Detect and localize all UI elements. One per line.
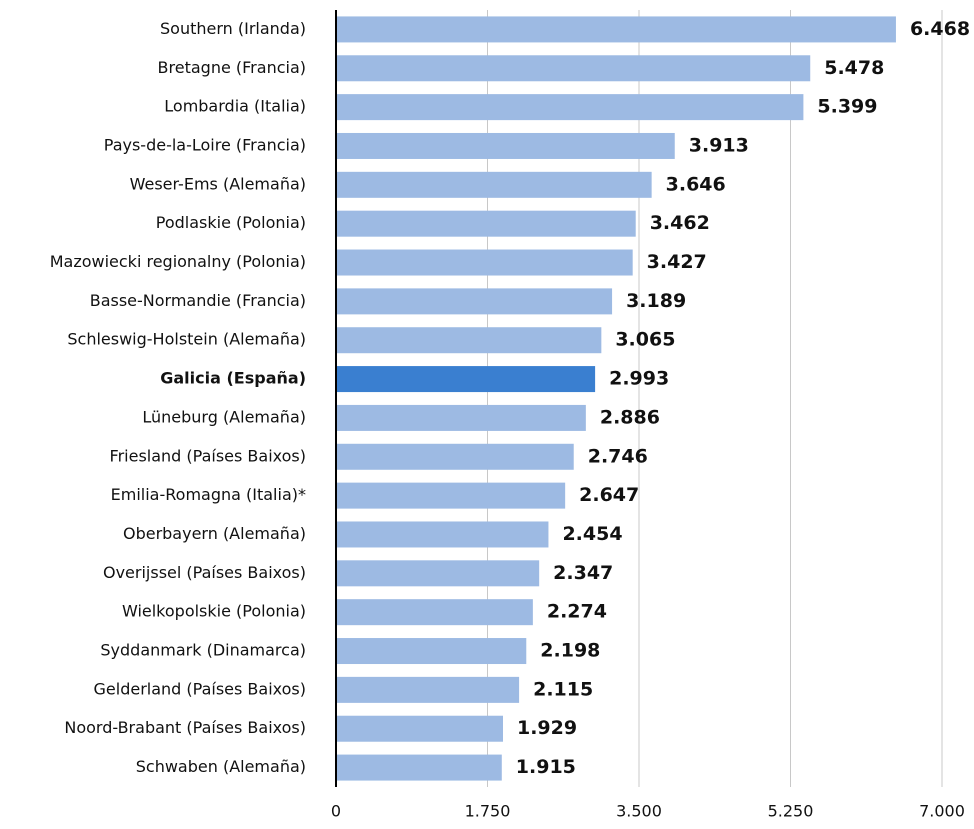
category-label: Bretagne (Francia) (158, 58, 306, 77)
value-label: 6.468 (910, 18, 970, 40)
value-label: 3.189 (626, 290, 686, 312)
bar (336, 599, 533, 626)
category-label: Gelderland (Países Baixos) (94, 679, 307, 698)
category-label: Emilia-Romagna (Italia)* (111, 485, 306, 504)
value-label: 3.427 (647, 251, 707, 273)
value-label: 3.065 (615, 329, 675, 351)
bar (336, 94, 804, 121)
bar (336, 55, 811, 82)
value-label: 3.646 (666, 173, 726, 195)
value-label: 3.913 (689, 134, 749, 156)
bar (336, 560, 540, 587)
bar (336, 249, 633, 276)
x-tick-label: 0 (331, 802, 341, 821)
category-label: Schwaben (Alemaña) (136, 757, 306, 776)
value-label: 2.993 (609, 368, 669, 390)
category-label: Syddanmark (Dinamarca) (100, 641, 306, 660)
value-label: 1.929 (517, 717, 577, 739)
x-tick-label: 1.750 (465, 802, 511, 821)
category-label: Basse-Normandie (Francia) (90, 291, 306, 310)
value-label: 1.915 (516, 756, 576, 778)
value-label: 2.454 (562, 523, 622, 545)
bar (336, 404, 586, 431)
x-tick-label: 5.250 (768, 802, 814, 821)
value-label: 2.198 (540, 640, 600, 662)
value-label: 5.478 (824, 57, 884, 79)
bar (336, 171, 652, 198)
category-label: Mazowiecki regionalny (Polonia) (50, 252, 306, 271)
value-label: 2.115 (533, 678, 593, 700)
bar (336, 210, 636, 237)
category-label: Wielkopolskie (Polonia) (122, 602, 306, 621)
bar (336, 132, 675, 159)
value-label: 2.886 (600, 406, 660, 428)
bar (336, 16, 896, 43)
category-label: Lüneburg (Alemaña) (142, 407, 306, 426)
bar (336, 482, 566, 509)
category-label: Galicia (España) (160, 369, 306, 388)
bar (336, 638, 527, 665)
category-label: Pays-de-la-Loire (Francia) (104, 135, 306, 154)
category-label: Oberbayern (Alemaña) (123, 524, 306, 543)
category-label: Schleswig-Holstein (Alemaña) (67, 330, 306, 349)
bar (336, 715, 503, 742)
bar (336, 521, 549, 548)
bar (336, 676, 520, 703)
category-label: Friesland (Países Baixos) (110, 446, 306, 465)
bar (336, 288, 613, 315)
value-label: 2.347 (553, 562, 613, 584)
category-label: Podlaskie (Polonia) (156, 213, 306, 232)
value-label: 2.274 (547, 601, 607, 623)
bar (336, 443, 574, 470)
value-label: 2.746 (588, 445, 648, 467)
x-tick-label: 7.000 (919, 802, 965, 821)
value-label: 5.399 (817, 96, 877, 118)
value-label: 2.647 (579, 484, 639, 506)
bar (336, 754, 502, 781)
category-label: Weser-Ems (Alemaña) (130, 174, 306, 193)
value-label: 3.462 (650, 212, 710, 234)
bar (336, 366, 596, 393)
x-tick-label: 3.500 (616, 802, 662, 821)
category-label: Lombardia (Italia) (164, 97, 306, 116)
category-label: Noord-Brabant (Países Baixos) (64, 718, 306, 737)
bar (336, 327, 602, 354)
category-label: Overijssel (Países Baixos) (103, 563, 306, 582)
category-label: Southern (Irlanda) (160, 19, 306, 38)
